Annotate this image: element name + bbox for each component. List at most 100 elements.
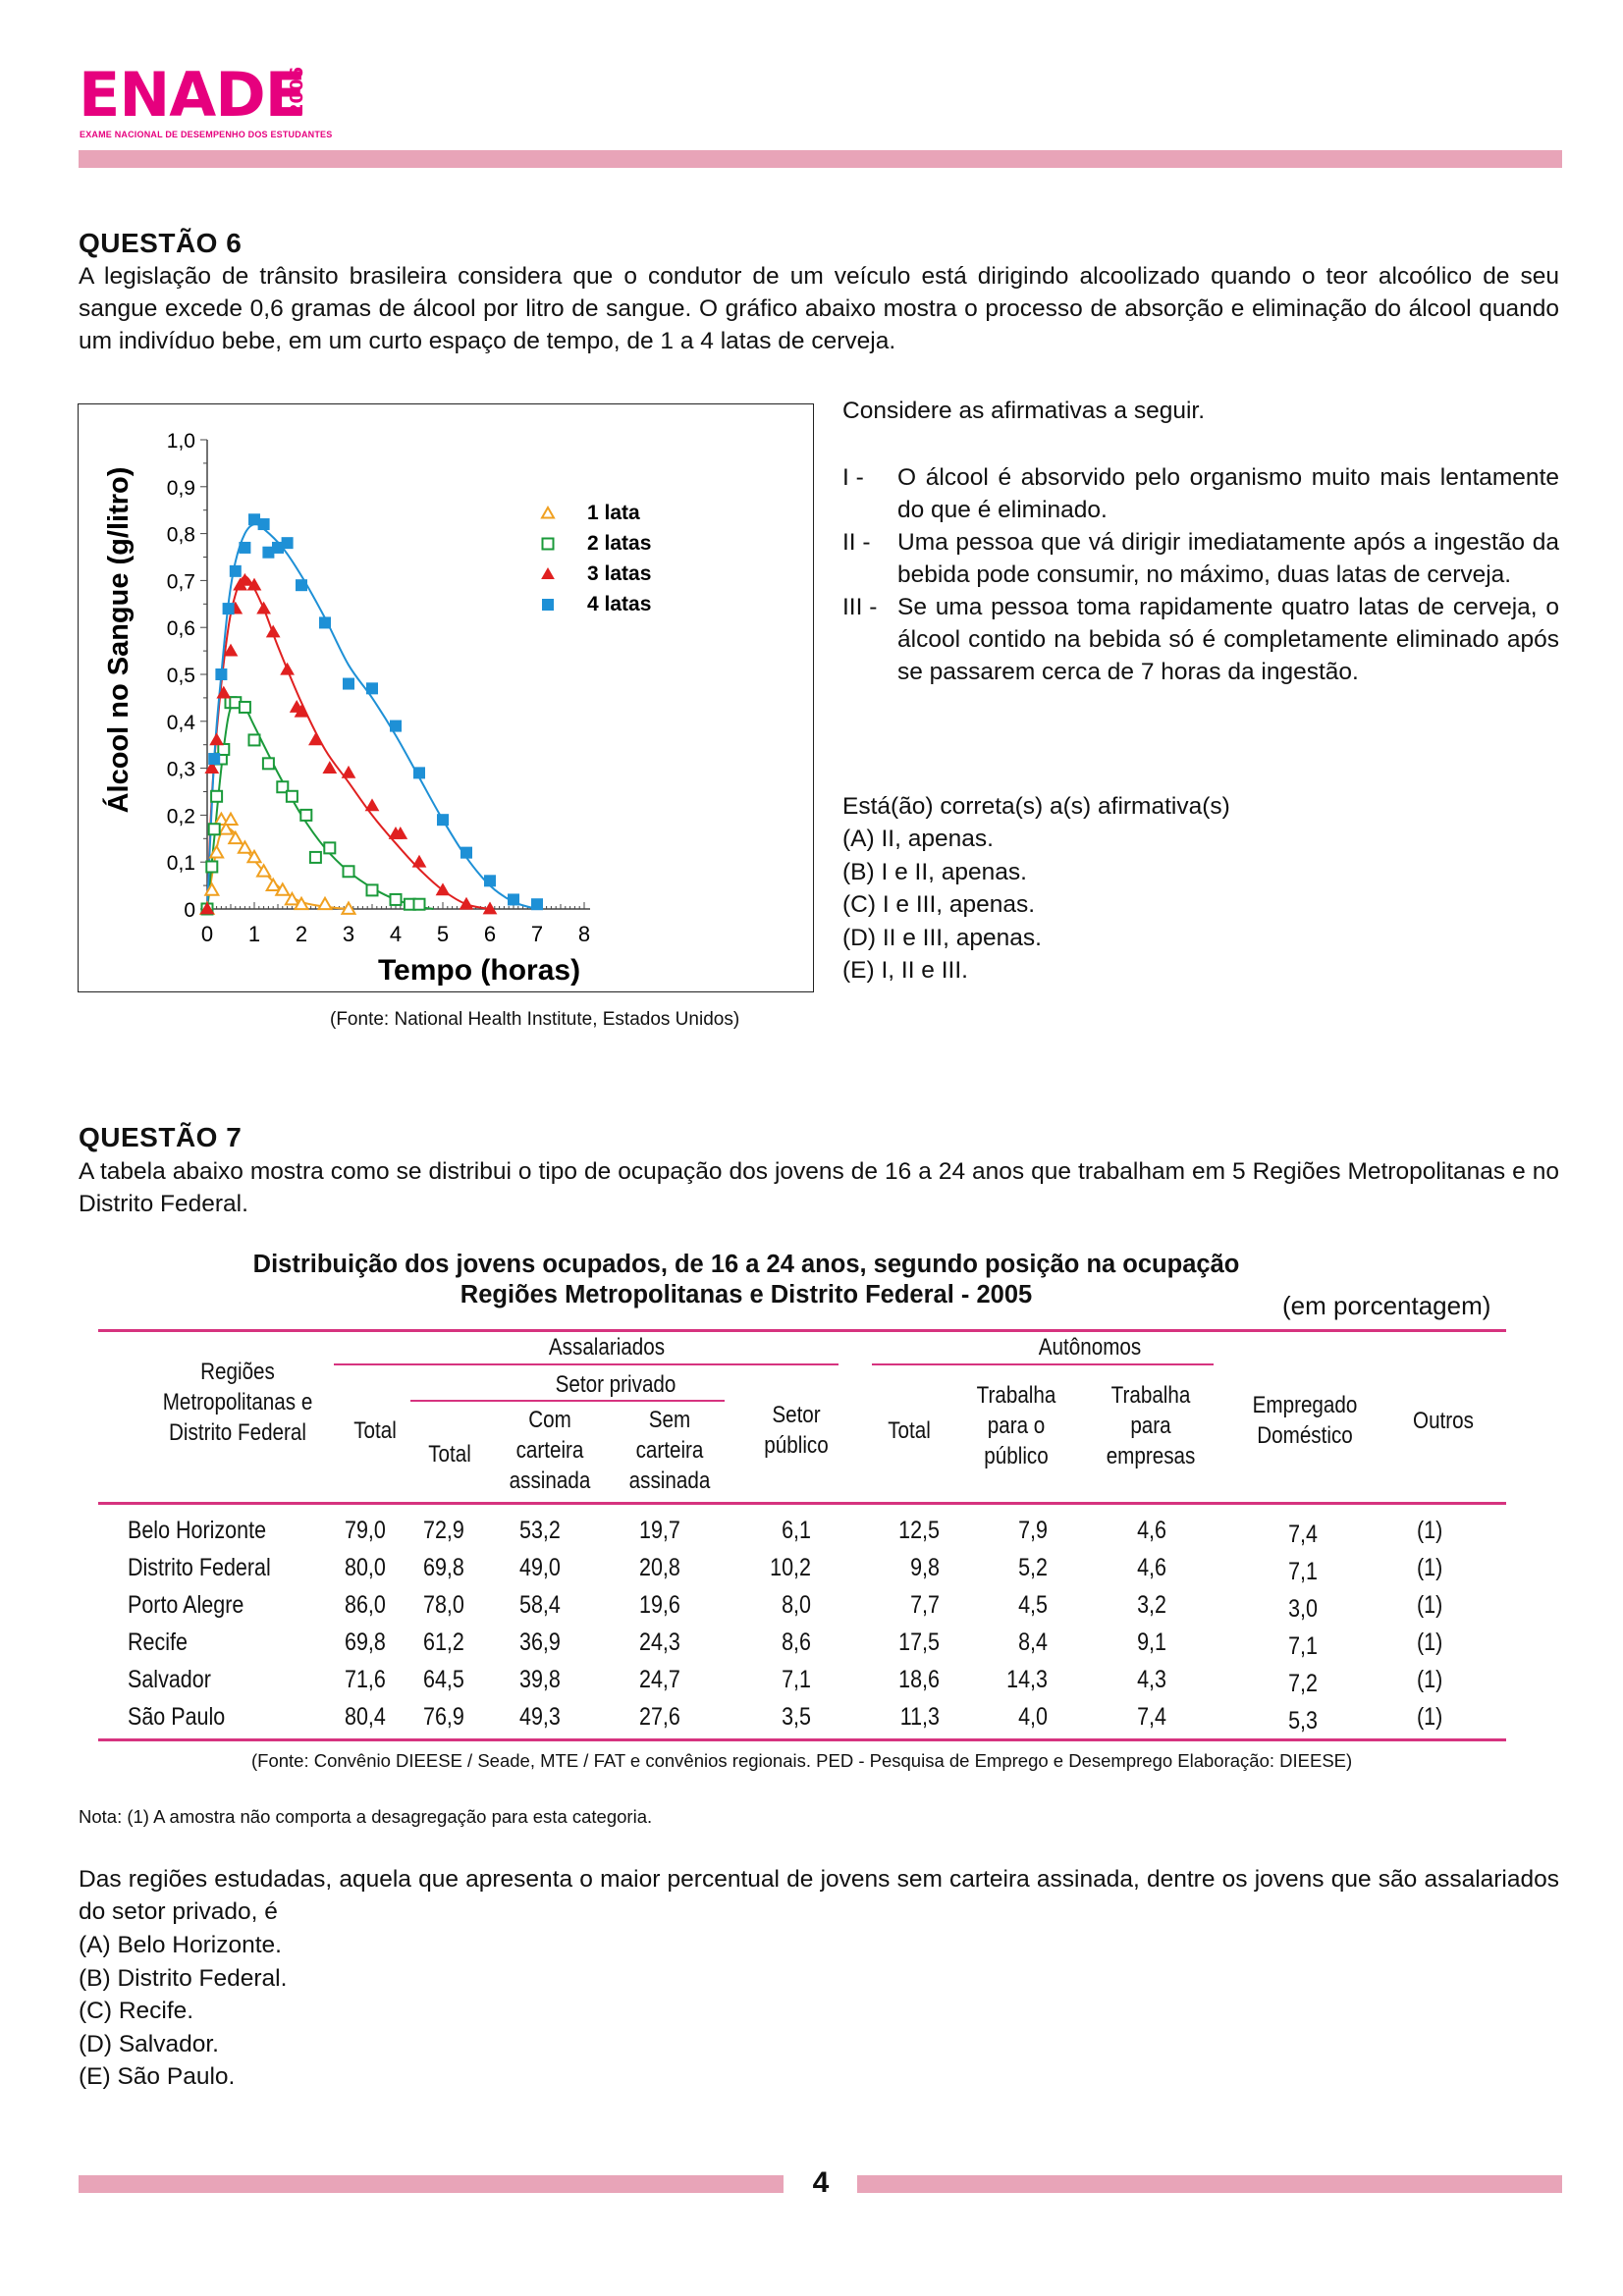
legend-marker-3 [541, 566, 555, 579]
series-curve-4 [206, 522, 538, 910]
table-cell: 8,0 [782, 1591, 811, 1619]
table-cell: 19,6 [639, 1591, 680, 1619]
header-autonomos: Autônomos [1038, 1334, 1142, 1361]
header-setor-privado: Setor privado [555, 1371, 676, 1398]
data-point-series-3 [238, 572, 252, 586]
table-bottom-rule [98, 1738, 1506, 1741]
data-point-series-1 [245, 848, 263, 864]
table-row-region: Recife [128, 1629, 188, 1656]
legend-marker-2 [541, 537, 555, 551]
table-cell: 53,2 [519, 1517, 561, 1544]
affirmative-text: Se uma pessoa toma rapidamente quatro la… [897, 594, 1559, 685]
enade-logo-subtitle: EXAME NACIONAL DE DESEMPENHO DOS ESTUDAN… [80, 130, 333, 139]
x-tick-label: 5 [437, 922, 449, 946]
affirmative-1: I - O álcool é absorvido pelo organismo … [842, 461, 1559, 526]
option-a[interactable]: (A) II, apenas. [842, 826, 994, 852]
data-point-series-4 [531, 898, 543, 911]
data-point-series-4 [208, 753, 221, 766]
option-d[interactable]: (D) Salvador. [79, 2030, 219, 2057]
data-point-series-1 [208, 844, 225, 859]
table-cell: 7,1 [1288, 1632, 1318, 1660]
option-d[interactable]: (D) II e III, apenas. [842, 924, 1042, 951]
x-tick-label: 1 [248, 922, 260, 946]
data-point-series-3 [435, 882, 451, 896]
y-tick-label: 0,8 [167, 524, 195, 547]
data-point-series-3 [308, 732, 323, 746]
q6-prompt: Está(ão) correta(s) a(s) afirmativa(s) [842, 793, 1230, 820]
option-e[interactable]: (E) I, II e III. [842, 957, 968, 984]
y-tick-label: 0,4 [167, 712, 196, 734]
table-row-region: Porto Alegre [128, 1591, 244, 1619]
data-point-series-2 [308, 850, 322, 864]
table-cell: (1) [1417, 1554, 1443, 1581]
header-assalariados: Assalariados [548, 1334, 666, 1361]
setor-privado-rule [410, 1400, 725, 1402]
table-cell: 61,2 [423, 1629, 464, 1656]
table-cell: (1) [1417, 1703, 1443, 1731]
data-point-series-3 [199, 901, 215, 915]
chart-x-label: Tempo (horas) [378, 954, 580, 987]
option-c[interactable]: (C) Recife. [79, 1998, 194, 2024]
data-point-series-4 [229, 564, 242, 577]
data-point-series-1 [213, 811, 230, 827]
option-a[interactable]: (A) Belo Horizonte. [79, 1932, 282, 1958]
table-row-region: Belo Horizonte [128, 1517, 267, 1544]
table-cell: 3,5 [782, 1703, 811, 1731]
table-cell: 49,0 [519, 1554, 561, 1581]
table-header-rule [98, 1502, 1506, 1505]
table-cell: 20,8 [639, 1554, 680, 1581]
data-point-series-4 [366, 682, 378, 695]
table-cell: 39,8 [519, 1666, 561, 1693]
table-cell: 64,5 [423, 1666, 464, 1693]
table-cell: 24,7 [639, 1666, 680, 1693]
table-cell: 80,0 [345, 1554, 386, 1581]
legend-label-2: 2 latas [587, 532, 651, 555]
option-e[interactable]: (E) São Paulo. [79, 2063, 236, 2090]
option-b[interactable]: (B) I e II, apenas. [842, 858, 1027, 885]
table-cell: 4,6 [1137, 1517, 1166, 1544]
y-tick-label: 0,5 [167, 665, 195, 687]
header-regions: Regiões Metropolitanas e Distrito Federa… [162, 1359, 313, 1446]
table-cell: 7,4 [1137, 1703, 1166, 1731]
affirmative-text: Uma pessoa que vá dirigir imediatamente … [897, 529, 1559, 588]
data-point-series-3 [341, 765, 356, 778]
y-tick-label: 0,3 [167, 759, 195, 781]
data-point-series-4 [413, 767, 425, 779]
data-point-series-1 [340, 900, 357, 915]
data-point-series-2 [299, 808, 313, 822]
table-row-region: São Paulo [128, 1703, 226, 1731]
data-point-series-4 [296, 579, 307, 592]
option-b[interactable]: (B) Distrito Federal. [79, 1964, 288, 1992]
table-cell: 8,6 [782, 1629, 811, 1656]
table-cell: (1) [1417, 1591, 1443, 1619]
data-point-series-3 [294, 704, 309, 718]
table-cell: 76,9 [423, 1703, 464, 1731]
table-cell: 4,0 [1018, 1703, 1048, 1731]
option-c[interactable]: (C) I e III, apenas. [842, 891, 1036, 918]
table-cell: 4,6 [1137, 1554, 1166, 1581]
data-point-series-1 [293, 895, 310, 911]
data-point-series-4 [319, 616, 331, 629]
q6-consider: Considere as afirmativas a seguir. [842, 398, 1206, 424]
header-bar [79, 150, 1562, 168]
enade-logo: ENADE [79, 59, 306, 131]
table-cell: (1) [1417, 1666, 1443, 1693]
data-point-series-1 [255, 863, 272, 878]
data-point-series-3 [256, 601, 271, 614]
data-point-series-3 [393, 827, 408, 839]
data-point-series-4 [343, 677, 354, 690]
legend-label-4: 4 latas [587, 593, 651, 615]
table-cell: 9,8 [910, 1554, 940, 1581]
table-cell: 24,3 [639, 1629, 680, 1656]
q6-text: A legislação de trânsito brasileira cons… [79, 263, 1559, 354]
data-point-series-3 [223, 643, 239, 657]
data-point-series-2 [285, 789, 298, 803]
header-setor-publico: Setor público [764, 1402, 829, 1459]
table-cell: 7,7 [910, 1591, 940, 1619]
data-point-series-4 [215, 668, 228, 680]
x-tick-label: 4 [390, 922, 402, 946]
data-point-series-4 [484, 875, 496, 887]
table-cell: 4,5 [1018, 1591, 1048, 1619]
assalariados-rule [334, 1363, 839, 1365]
table-cell: 36,9 [519, 1629, 561, 1656]
